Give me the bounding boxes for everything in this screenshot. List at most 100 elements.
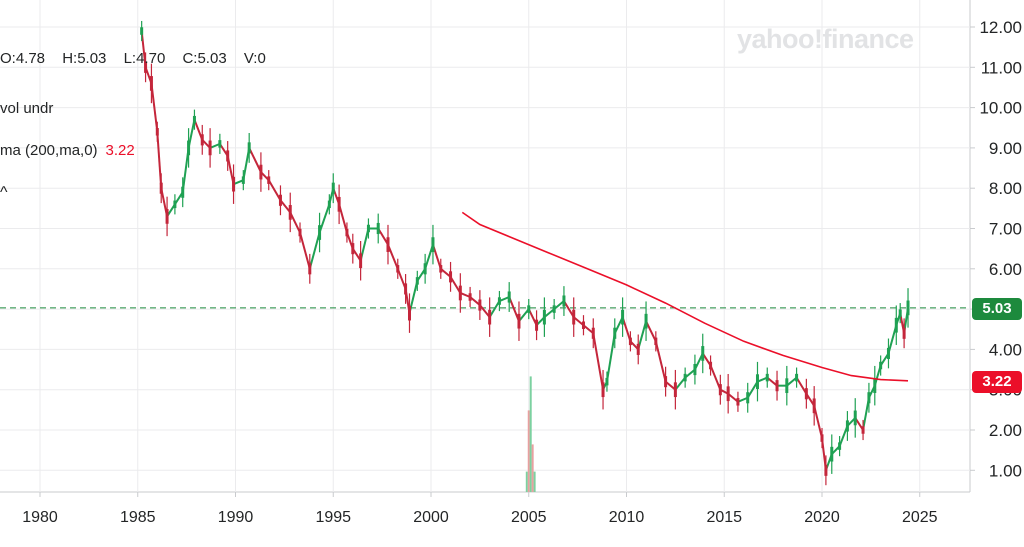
price-candle-body [149,76,153,91]
price-candle-body [879,361,883,370]
price-segment [233,179,244,186]
price-candle-body [861,426,865,434]
price-segment [737,396,749,403]
price-candle-body [458,285,462,301]
price-candle-body [140,27,144,35]
price-candle-body [736,398,740,406]
price-candle-body [804,388,808,400]
price-segment [518,308,530,322]
price-candle-body [902,327,906,339]
price-segment [488,300,501,318]
x-tick-label: 2005 [511,509,547,526]
price-candle-body [853,410,857,426]
ma-value-tag: 3.22 [972,371,1022,393]
volume-bar [527,410,530,492]
ma-indicator-label[interactable]: ma (200,ma,0) 3.22 [0,142,135,159]
price-candle-body [241,176,245,184]
price-segment [654,341,667,382]
open-value: O:4.78 [0,50,46,67]
price-candle-body [192,115,196,124]
price-segment [592,333,605,390]
price-segment [479,304,491,318]
price-candle-body [709,361,713,370]
price-segment [664,380,677,391]
price-segment [469,296,481,306]
price-candle-body [886,347,890,359]
price-segment [563,300,575,318]
x-tick-label: 1985 [120,509,156,526]
price-candle-body [488,309,492,325]
price-candle-body [636,343,640,355]
price-segment [318,203,331,233]
price-segment [674,376,686,391]
price-candle-body [683,373,687,382]
y-tick-label: 6.00 [989,260,1022,279]
price-candle-body [288,205,292,220]
price-candle-body [535,319,539,331]
price-candle-body [159,182,163,194]
price-candle-body [396,265,400,273]
price-segment [209,142,221,149]
y-tick-label: 11.00 [981,58,1022,77]
price-segment [582,324,594,335]
price-candle-body [755,374,759,389]
y-tick-label: 12.00 [979,18,1022,37]
price-segment [377,227,389,246]
x-tick-label: 2015 [706,509,742,526]
price-candle-body [746,392,750,404]
price-candle-body [775,380,779,392]
price-candle-body [873,378,877,394]
price-segment [140,30,147,68]
price-candle-body [867,392,871,404]
price-candle-body [838,442,842,450]
price-candle-body [298,228,302,237]
x-tick-label: 1995 [315,509,351,526]
price-candle-body [654,337,658,346]
price-segment [267,179,282,201]
collapse-chevron-icon[interactable]: ^ [0,184,8,201]
y-tick-label: 2.00 [989,421,1022,440]
price-candle-body [247,142,251,154]
x-axis-ticks: 1980 1985 1990 1995 2000 2005 2010 2015 2020 2025 [22,492,938,526]
price-segment [786,376,798,387]
price-candle-body [478,299,482,311]
price-segment [150,83,159,132]
price-candle-body [259,164,263,180]
price-candle-body [366,224,370,233]
price-segment [709,365,722,391]
price-candle-body [386,237,390,252]
y-tick-label: 10.00 [979,99,1022,118]
price-segment [553,300,565,310]
price-candle-body [345,228,349,237]
price-segment [757,376,768,383]
volume-bar [531,444,534,492]
price-candle-body [621,309,625,325]
price-segment [727,392,739,403]
ma-indicator-value: 3.22 [105,142,135,159]
price-segment [279,199,292,214]
price-candle-body [155,128,159,136]
price-candle-body [795,373,799,382]
price-candle-body [331,182,335,194]
grid-lines [0,0,971,493]
price-candle-body [906,300,910,316]
x-tick-label: 2000 [413,509,449,526]
volume-indicator-label[interactable]: vol undr [0,100,54,117]
price-segment [387,244,399,270]
price-segment [459,292,471,298]
price-segment [156,131,163,189]
price-segment [684,368,696,379]
yahoo-finance-watermark: yahoo!finance [737,24,914,54]
moving-average-series [461,211,909,382]
price-segment [746,381,759,399]
x-tick-label: 1990 [218,509,254,526]
price-candle-body [359,253,363,269]
x-tick-label: 1980 [22,509,58,526]
price-candle-body [208,140,212,156]
price-candle-body [407,305,411,321]
y-tick-label: 1.00 [989,461,1022,480]
volume-bar [533,471,536,492]
ohlc-legend: O:4.78 H:5.03 L:4.70 C:5.03 V:0 [0,50,279,67]
ma-indicator-name: ma (200,ma,0) [0,142,98,159]
